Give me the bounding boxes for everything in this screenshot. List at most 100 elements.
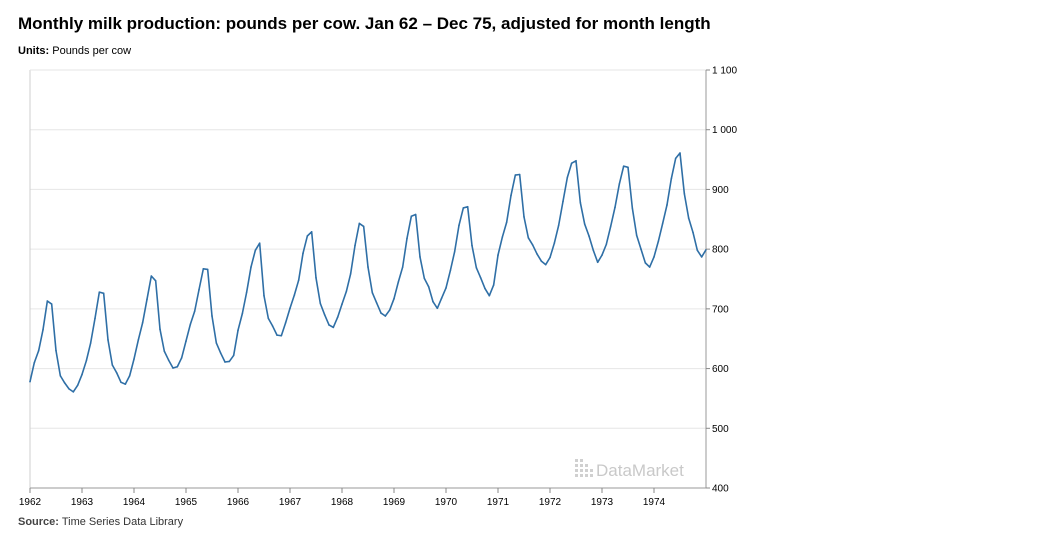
data-point xyxy=(276,334,278,336)
data-point xyxy=(362,225,365,228)
data-point xyxy=(159,328,161,330)
data-point xyxy=(98,291,101,293)
data-point xyxy=(679,152,681,154)
data-point xyxy=(302,252,304,255)
data-point xyxy=(254,249,257,252)
data-point xyxy=(544,263,547,266)
data-point xyxy=(128,374,131,377)
data-point xyxy=(440,297,443,299)
watermark-dot xyxy=(575,464,578,467)
data-point xyxy=(228,360,231,363)
data-point xyxy=(224,361,226,363)
data-point xyxy=(570,162,573,164)
data-point xyxy=(189,323,192,326)
watermark-dot xyxy=(580,459,583,462)
data-point xyxy=(46,300,49,302)
data-point xyxy=(436,307,439,310)
data-point xyxy=(492,284,495,286)
data-point xyxy=(627,166,629,169)
data-point xyxy=(258,242,261,244)
data-point xyxy=(59,374,62,377)
data-point xyxy=(345,290,348,293)
data-point xyxy=(609,225,612,228)
data-point xyxy=(167,359,170,362)
data-point xyxy=(700,256,703,258)
data-point xyxy=(29,380,31,383)
source-value: Time Series Data Library xyxy=(61,516,184,528)
data-point xyxy=(245,291,248,293)
data-point xyxy=(683,192,686,195)
data-point xyxy=(271,325,274,327)
y-axis: 400 500 600 700 800 900 1 000 1 100 xyxy=(706,66,737,495)
data-point xyxy=(284,321,287,324)
data-point xyxy=(380,312,382,314)
data-point xyxy=(219,352,222,354)
data-point xyxy=(193,310,196,313)
data-point xyxy=(263,294,265,297)
y-tick-label: 900 xyxy=(712,185,729,196)
data-point xyxy=(566,176,569,179)
data-point xyxy=(514,174,517,176)
data-point xyxy=(137,339,140,341)
data-point xyxy=(653,256,655,258)
data-point xyxy=(579,201,582,204)
data-point xyxy=(397,281,400,283)
data-point xyxy=(72,391,75,393)
data-point xyxy=(540,260,543,262)
x-tick-label: 1966 xyxy=(227,497,250,508)
data-point xyxy=(94,317,96,320)
data-point xyxy=(475,266,478,269)
data-point xyxy=(414,213,417,216)
data-point xyxy=(146,298,148,301)
data-point xyxy=(306,235,309,237)
y-tick-label: 500 xyxy=(712,424,729,435)
data-point xyxy=(505,221,508,224)
data-point xyxy=(202,268,205,270)
data-point xyxy=(358,222,361,225)
watermark-dot xyxy=(575,459,578,462)
data-point xyxy=(592,249,595,252)
data-point xyxy=(648,266,651,268)
data-point xyxy=(562,200,564,203)
data-point xyxy=(115,371,118,374)
data-point xyxy=(631,207,634,209)
source-line: Source: Time Series Data Library xyxy=(18,516,183,528)
data-point xyxy=(644,262,647,264)
data-point xyxy=(150,275,153,277)
data-point xyxy=(375,302,378,304)
data-point xyxy=(488,294,491,297)
data-point xyxy=(687,217,690,219)
data-point xyxy=(328,324,330,326)
data-point xyxy=(371,291,374,294)
data-point xyxy=(575,159,577,162)
data-point xyxy=(640,248,642,250)
data-point xyxy=(76,384,79,387)
units-line: Units: Pounds per cow xyxy=(18,45,131,57)
x-tick-label: 1969 xyxy=(383,497,406,508)
source-label: Source: xyxy=(18,516,59,528)
watermark-dot xyxy=(575,474,578,477)
data-point xyxy=(154,279,157,282)
watermark-dot xyxy=(585,464,588,467)
data-point xyxy=(536,253,538,255)
data-point xyxy=(588,235,590,237)
data-point xyxy=(206,268,209,271)
data-point xyxy=(635,234,638,237)
data-point xyxy=(89,342,92,344)
data-point xyxy=(401,266,404,268)
data-point xyxy=(596,261,599,264)
data-point xyxy=(176,365,179,368)
data-point xyxy=(557,224,560,227)
data-point xyxy=(37,349,40,352)
x-tick-label: 1971 xyxy=(487,497,510,508)
watermark-dot xyxy=(585,469,588,472)
data-point xyxy=(384,315,387,317)
data-point xyxy=(297,279,300,281)
data-point xyxy=(531,244,534,246)
data-point xyxy=(510,194,512,197)
data-point xyxy=(501,236,504,238)
data-point xyxy=(63,382,66,384)
watermark-dot xyxy=(580,474,583,477)
units-label: Units: xyxy=(18,45,50,57)
data-point xyxy=(232,354,235,357)
